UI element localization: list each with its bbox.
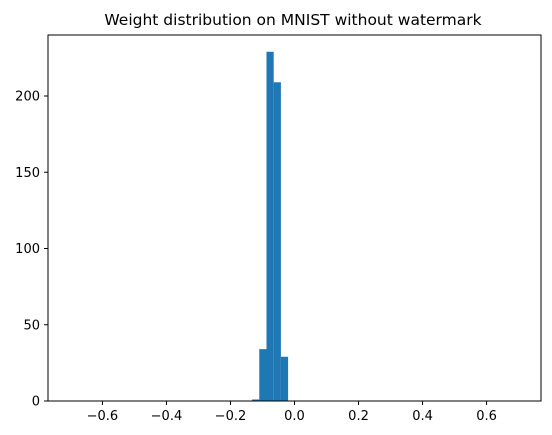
histogram-bars xyxy=(252,52,288,401)
x-tick-label: 0.4 xyxy=(412,409,433,424)
y-tick-label: 150 xyxy=(15,166,40,181)
y-tick-label: 200 xyxy=(15,90,40,105)
x-tick-label: −0.4 xyxy=(151,409,183,424)
x-tick-label: −0.6 xyxy=(87,409,119,424)
x-tick-label: 0.6 xyxy=(476,409,497,424)
x-axis-ticks: −0.6 −0.4 −0.2 0.0 0.2 0.4 0.6 xyxy=(87,401,497,424)
histogram-bar-3 xyxy=(274,82,281,401)
histogram-bar-4 xyxy=(281,357,288,401)
x-tick-label: 0.2 xyxy=(348,409,369,424)
chart-title: Weight distribution on MNIST without wat… xyxy=(104,11,481,29)
y-tick-label: 100 xyxy=(15,242,40,257)
histogram-bar-2 xyxy=(266,52,273,401)
x-tick-label: 0.0 xyxy=(284,409,305,424)
histogram-bar-1 xyxy=(259,349,266,401)
x-tick-label: −0.2 xyxy=(215,409,247,424)
plot-frame xyxy=(48,35,541,401)
y-axis-ticks: 0 50 100 150 200 xyxy=(15,90,48,410)
y-tick-label: 0 xyxy=(32,395,40,410)
y-tick-label: 50 xyxy=(23,318,40,333)
